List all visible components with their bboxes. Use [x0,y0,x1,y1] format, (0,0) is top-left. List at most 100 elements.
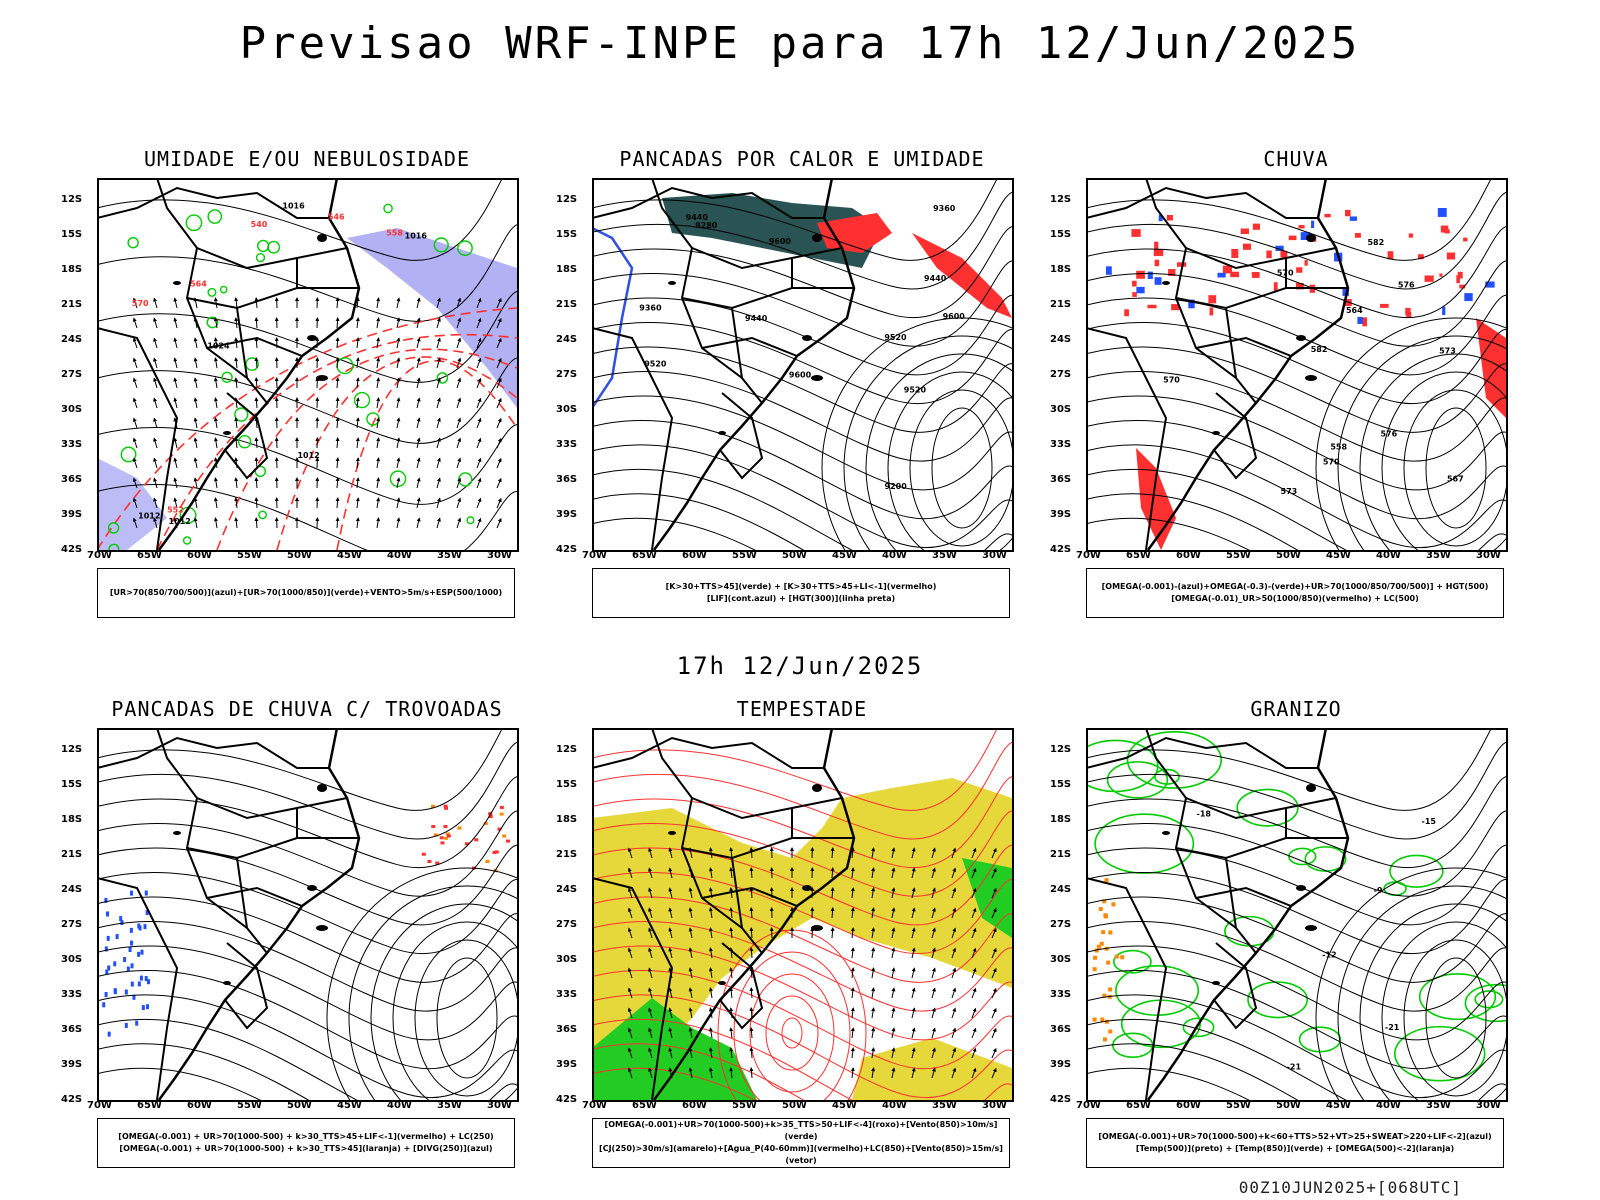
contour-label: 9440 [686,213,709,222]
contour-label: 1016 [282,202,305,211]
state-border [1213,942,1258,1030]
wind-vector [871,847,876,859]
wind-vector [708,947,713,959]
wind-vector [234,377,239,389]
map-graphic [592,728,1012,1100]
wind-vector [416,477,421,489]
wind-vector [648,1007,653,1019]
streamline [592,191,1012,290]
latitude-label: 33S [1050,989,1072,1000]
rain-patch [1168,269,1176,276]
wind-vector [396,397,401,409]
wind-vector [476,357,482,369]
divergence-mark [113,961,117,967]
thunderstorm-mark [430,804,435,808]
longitude-label: 70W [1076,550,1101,561]
wind-vector [335,477,340,489]
rain-patch [1154,277,1162,285]
state-border [236,307,248,379]
wind-vector [416,497,421,509]
temp850-contour [1394,1025,1486,1082]
wind-vector [132,337,138,349]
streamline [592,871,1012,955]
rain-patch [1300,232,1311,240]
rain-patch [1476,318,1506,418]
divergence-mark [144,890,148,896]
wind-vector [234,297,239,309]
longitude-label: 55W [1226,550,1251,561]
rain-patch [1442,306,1446,316]
wind-vector [951,847,957,859]
wind-vector [355,417,360,429]
wind-vector [648,927,653,939]
wind-vector [648,1047,653,1059]
streamline [592,517,756,550]
wind-vector [173,397,178,409]
wind-vector [648,907,653,919]
wind-vector [132,397,138,409]
wind-vector [153,377,158,389]
omega-mark [1102,899,1107,904]
latitude-label: 15S [61,779,83,790]
lake [1212,981,1220,985]
longitude-label: 30W [487,550,512,561]
wind-vector [648,847,653,859]
rain-patch [1158,214,1163,222]
longitude-label: 45W [337,550,362,561]
panel-title: UMIDADE E/OU NEBULOSIDADE [143,147,471,171]
longitude-label: 60W [682,550,707,561]
wind-vector [871,947,876,959]
wind-vector [850,847,855,859]
state-border [196,247,348,270]
thunderstorm-mark [499,812,504,816]
latitude-label: 24S [61,884,83,895]
divergence-mark [120,920,124,926]
wind-vector [991,927,997,939]
rain-patch [1124,309,1129,317]
latitude-label: 15S [1050,229,1072,240]
wind-vector [668,987,673,999]
forecast-map: 582 582 576 576 573 570 567 564 573 570 558 570 [1086,178,1508,552]
contour-label: 573 [1439,347,1456,356]
longitude-label: 55W [732,1100,757,1111]
streamline [592,468,1012,550]
streamline [592,321,1012,405]
wind-vector [376,517,381,529]
state-border [1225,307,1237,379]
wind-vector [396,437,401,449]
wind-vector [396,477,401,489]
legend-line: [K>30+TTS>45](verde) + [K>30+TTS>45+LI<-… [665,582,937,591]
wind-vector [456,437,462,449]
latitude-label: 39S [556,1059,578,1070]
contour-label: 1016 [405,232,428,241]
temp850-contour [1389,854,1444,888]
thickness-contour [216,348,517,550]
longitude-label: 35W [932,550,957,561]
streamline [97,178,504,261]
thunderstorm-mark [499,805,504,809]
state-border [236,857,248,929]
contour-label: 9360 [639,304,662,313]
longitude-label: 55W [237,550,262,561]
longitude-label: 70W [1076,1100,1101,1111]
height-contour [1315,317,1506,550]
wind-vector [931,927,936,939]
legend-line: [Temp(500)](preto) + [Temp(850)](verde) … [1135,1144,1455,1153]
contour-label: 9520 [884,333,907,342]
wind-vector [355,377,360,389]
longitude-label: 70W [582,550,607,561]
humidity-contour [219,285,228,294]
divergence-mark [129,927,133,933]
contour-label: 9360 [933,204,956,213]
wind-vector [971,927,977,939]
latitude-label: 24S [1050,334,1072,345]
wind-vector [213,497,218,509]
wind-vector [971,987,977,999]
latitude-label: 36S [556,474,578,485]
contour-label: 570 [1163,375,1180,384]
contour-label: -9 [1374,886,1383,895]
streamline [592,419,1012,520]
omega-mark [1094,948,1099,953]
contour-label: -12 [1322,950,1336,959]
wind-vector [871,867,876,879]
